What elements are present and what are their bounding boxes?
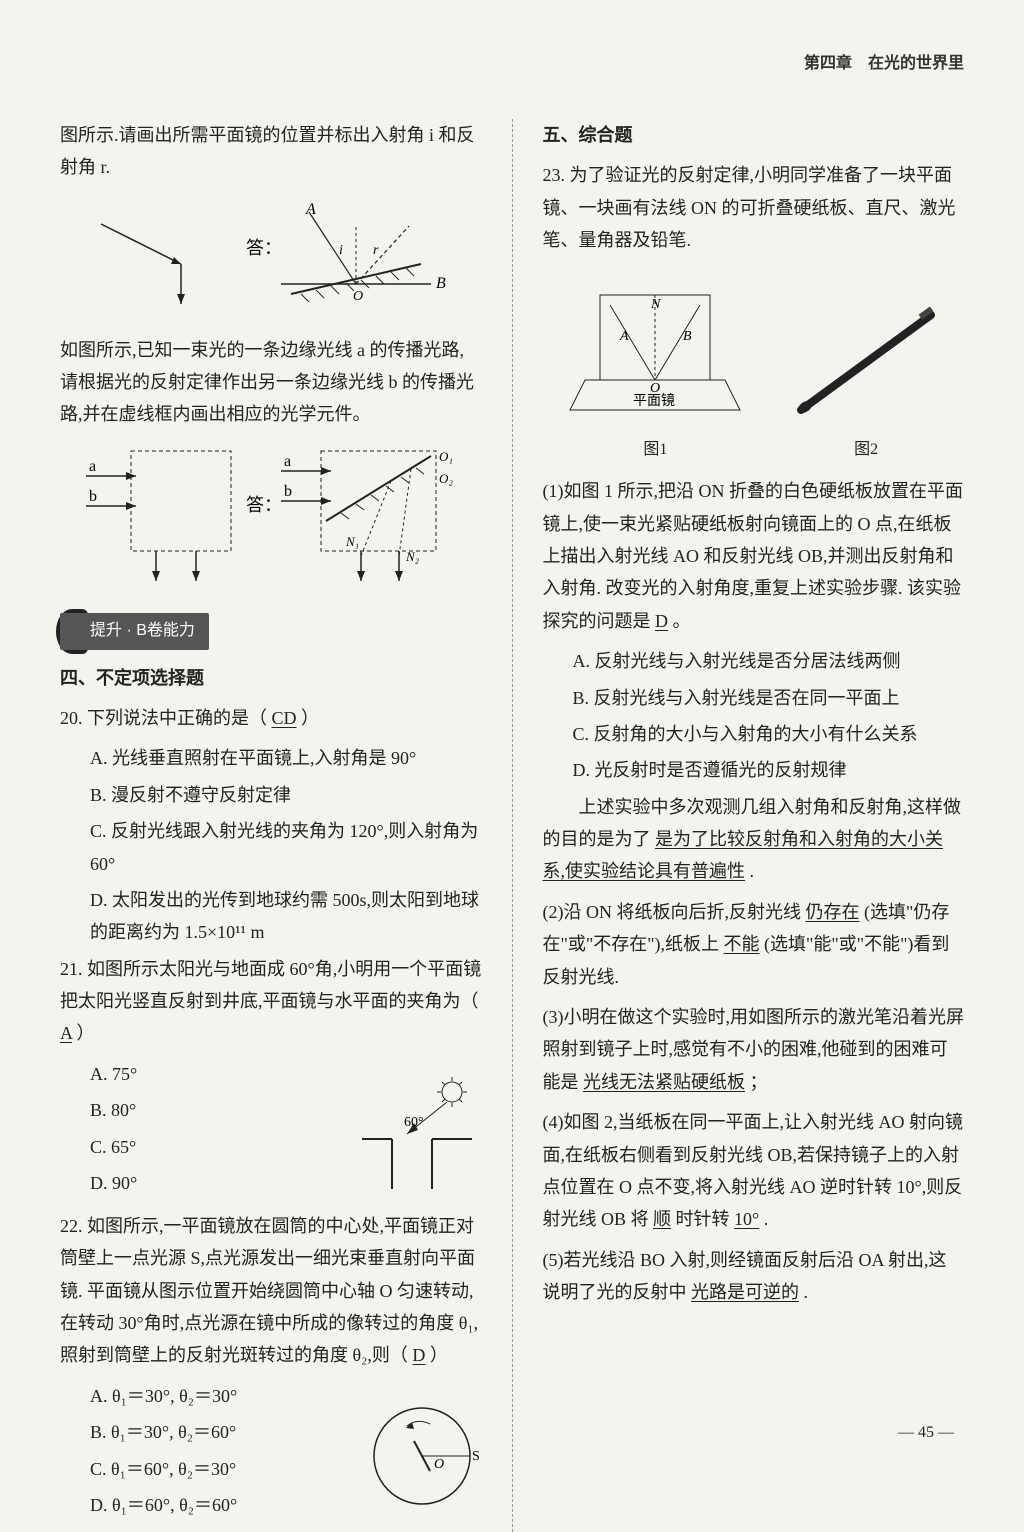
svg-text:a: a [284, 453, 291, 470]
figure-q23-2: 图2 [791, 294, 941, 465]
q23-p1-end: 。 [673, 611, 691, 631]
q23-p5b: . [804, 1282, 809, 1302]
q21-answer: A [60, 1023, 72, 1043]
svg-text:O: O [434, 1457, 444, 1472]
q22-D: D. θ₁＝60°, θ₂＝60° [90, 1489, 362, 1521]
q23-p2: (2)沿 ON 将纸板向后折,反射光线 仍存在 (选填"仍存在"或"不存在"),… [543, 896, 965, 993]
q23-p5: (5)若光线沿 BO 入射,则经镜面反射后沿 OA 射出,这说明了光的反射中 光… [543, 1244, 965, 1309]
q23-p2a: (2)沿 ON 将纸板向后折,反射光线 [543, 902, 802, 922]
column-divider [512, 119, 513, 1532]
q22-C: C. θ₁＝60°, θ₂＝30° [90, 1453, 362, 1485]
q20-stem-text: 20. 下列说法中正确的是（ [60, 708, 267, 728]
q23-a2-1: 仍存在 [806, 902, 860, 922]
q23-optC: C. 反射角的大小与入射角的大小有什么关系 [573, 718, 965, 750]
q23-p1: (1)如图 1 所示,把沿 ON 折叠的白色硬纸板放置在平面镜上,使一束光紧贴硬… [543, 475, 965, 637]
q20-A: A. 光线垂直照射在平面镜上,入射角是 90° [90, 742, 482, 774]
svg-text:i: i [339, 243, 343, 258]
q-lightpath: 如图所示,已知一束光的一条边缘光线 a 的传播光路,请根据光的反射定律作出另一条… [60, 334, 482, 431]
q23-a5: 光路是可逆的 [691, 1282, 799, 1302]
q-intro-top: 图所示.请画出所需平面镜的位置并标出入射角 i 和反射角 r. [60, 119, 482, 184]
q21-B: B. 80° [90, 1094, 352, 1126]
q23-stem: 23. 为了验证光的反射定律,小明同学准备了一块平面镜、一块画有法线 ON 的可… [543, 159, 965, 256]
svg-text:O₁: O₁ [439, 449, 453, 464]
q23-a1: D [655, 611, 668, 631]
q23-p4b: 时针转 [676, 1209, 730, 1229]
section5-title: 五、综合题 [543, 119, 965, 151]
svg-text:r: r [373, 243, 379, 258]
svg-text:b: b [89, 488, 97, 505]
svg-text:答：: 答： [246, 495, 282, 515]
q20-C: C. 反射光线跟入射光线的夹角为 120°,则入射角为 60° [90, 815, 482, 880]
figure-q23-1: N A B O 平面镜 图1 [565, 274, 745, 465]
q23-p4c: . [764, 1209, 769, 1229]
q22-A: A. θ₁＝30°, θ₂＝30° [90, 1380, 362, 1412]
q21-C: C. 65° [90, 1131, 352, 1163]
q23-p3: (3)小明在做这个实验时,用如图所示的激光笔沿着光屏照射到镜子上时,感觉有不小的… [543, 1001, 965, 1098]
q21-stem-text: 21. 如图所示太阳光与地面成 60°角,小明用一个平面镜把太阳光竖直反射到井底… [60, 959, 481, 1011]
q23-optA: A. 反射光线与入射光线是否分居法线两侧 [573, 645, 965, 677]
q23-optB: B. 反射光线与入射光线是否在同一平面上 [573, 682, 965, 714]
svg-text:N₂: N₂ [405, 549, 420, 564]
q22-stem: 22. 如图所示,一平面镜放在圆筒的中心处,平面镜正对筒壁上一点光源 S,点光源… [60, 1210, 482, 1372]
svg-text:O₂: O₂ [439, 471, 453, 486]
q23-multi: 上述实验中多次观测几组入射角和反射角,这样做的目的是为了 是为了比较反射角和入射… [543, 791, 965, 888]
svg-text:S: S [472, 1449, 480, 1464]
q20-answer: CD [272, 708, 297, 728]
q22-answer: D [412, 1345, 425, 1365]
q23-p3b: ； [750, 1072, 768, 1092]
figure-mirror-angle: A B i r O 答： [60, 194, 482, 324]
svg-text:A: A [305, 201, 316, 218]
chapter-header: 第四章 在光的世界里 [60, 50, 964, 79]
q22-close: ） [430, 1345, 448, 1365]
q23-a4-1: 顺 [653, 1209, 671, 1229]
two-column-layout: 图所示.请画出所需平面镜的位置并标出入射角 i 和反射角 r. A B [60, 119, 964, 1532]
q22-stem-text: 22. 如图所示,一平面镜放在圆筒的中心处,平面镜正对筒壁上一点光源 S,点光源… [60, 1216, 478, 1366]
section4-title: 四、不定项选择题 [60, 662, 482, 694]
svg-text:N: N [650, 297, 661, 312]
q23-optD: D. 光反射时是否遵循光的反射规律 [573, 754, 965, 786]
svg-text:O: O [353, 289, 363, 304]
svg-text:N₁: N₁ [345, 534, 359, 549]
q21-close: ） [77, 1023, 95, 1043]
fig2-label: 图2 [791, 436, 941, 465]
svg-text:b: b [284, 483, 292, 500]
q21-A: A. 75° [90, 1058, 352, 1090]
left-column: 图所示.请画出所需平面镜的位置并标出入射角 i 和反射角 r. A B [60, 119, 482, 1532]
q22-B: B. θ₁＝30°, θ₂＝60° [90, 1416, 362, 1448]
svg-text:平面镜: 平面镜 [633, 393, 675, 409]
q23-p4: (4)如图 2,当纸板在同一平面上,让入射光线 AO 射向镜面,在纸板右侧看到反… [543, 1106, 965, 1236]
q23-multi-end: . [750, 861, 755, 881]
q23-a3: 光线无法紧贴硬纸板 [583, 1072, 745, 1092]
q23-a4-2: 10° [734, 1209, 759, 1229]
figure-q21: 60° [352, 1068, 482, 1200]
svg-text:答：: 答： [246, 238, 282, 258]
q23-p1-text: (1)如图 1 所示,把沿 ON 折叠的白色硬纸板放置在平面镜上,使一束光紧贴硬… [543, 481, 963, 631]
q20-D: D. 太阳发出的光传到地球约需 500s,则太阳到地球的距离约为 1.5×10¹… [90, 884, 482, 949]
fig1-label: 图1 [565, 436, 745, 465]
figure-q22: O S [362, 1390, 482, 1522]
svg-text:a: a [89, 458, 96, 475]
q23-a2-2: 不能 [724, 934, 760, 954]
q20-B: B. 漫反射不遵守反射定律 [90, 779, 482, 811]
figure-lightpath: a b 答： a b [60, 441, 482, 591]
section-badge-b: 提升 · B卷能力 [60, 613, 209, 650]
svg-text:B: B [683, 329, 692, 344]
q21-stem: 21. 如图所示太阳光与地面成 60°角,小明用一个平面镜把太阳光竖直反射到井底… [60, 953, 482, 1050]
page-number: — 45 — [898, 1419, 954, 1448]
q21-D: D. 90° [90, 1167, 352, 1199]
svg-text:60°: 60° [404, 1115, 424, 1130]
right-column: 五、综合题 23. 为了验证光的反射定律,小明同学准备了一块平面镜、一块画有法线… [543, 119, 965, 1532]
svg-text:B: B [436, 275, 446, 292]
q20-stem: 20. 下列说法中正确的是（ CD ） [60, 702, 482, 734]
svg-text:A: A [619, 329, 629, 344]
q20-close: ） [301, 708, 319, 728]
